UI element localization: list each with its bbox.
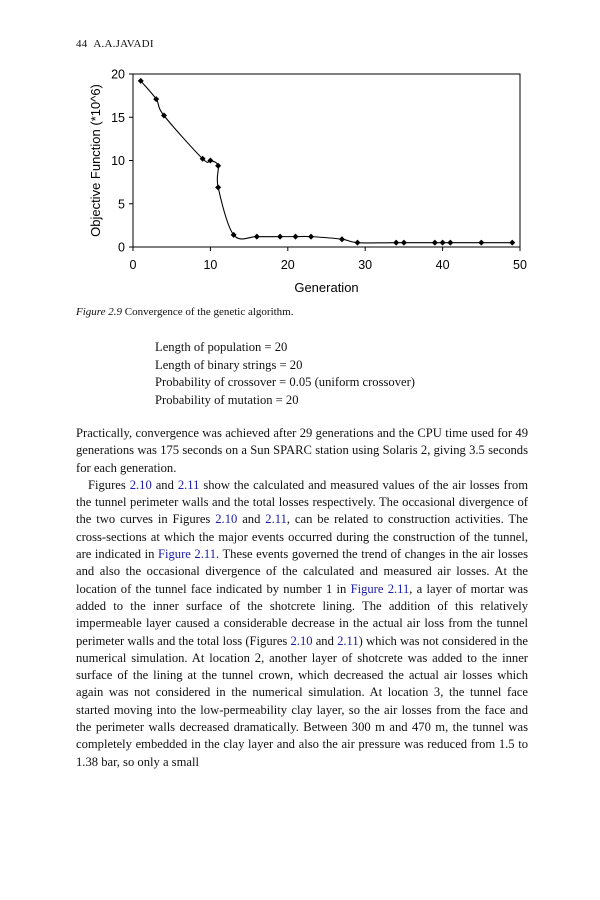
data-point bbox=[199, 155, 206, 162]
data-point bbox=[338, 236, 345, 243]
convergence-chart: 0 5 10 15 20 0 10 20 30 40 50 Generation Objective F… bbox=[88, 68, 527, 296]
data-point bbox=[277, 233, 284, 240]
x-axis-label: Generation bbox=[294, 280, 358, 295]
data-point bbox=[207, 157, 214, 164]
text-run: , can be related to construction activit… bbox=[76, 512, 528, 562]
figure-ref-2-10[interactable]: 2.10 bbox=[290, 633, 313, 648]
y-axis-label: Objective Function (*10^6) bbox=[88, 84, 103, 237]
figure-caption-text: Convergence of the genetic algorithm. bbox=[124, 306, 294, 318]
parameter-item: Length of binary strings = 20 bbox=[155, 357, 303, 372]
x-tick-label: 30 bbox=[358, 258, 372, 272]
x-tick-label: 20 bbox=[281, 258, 295, 272]
y-tick-label: 5 bbox=[118, 197, 125, 211]
page-number: 44 bbox=[76, 38, 88, 50]
text-run: and bbox=[155, 477, 174, 492]
body-text: Practically, convergence was achieved af… bbox=[76, 425, 528, 771]
figure-ref-2-11[interactable]: 2.11 bbox=[337, 633, 359, 648]
parameter-item: Probability of mutation = 20 bbox=[155, 392, 299, 407]
x-tick-label: 50 bbox=[513, 258, 527, 272]
data-point bbox=[153, 96, 160, 103]
x-tick-label: 0 bbox=[130, 258, 137, 272]
data-point bbox=[308, 233, 315, 240]
data-point bbox=[393, 239, 400, 246]
text-run: ) which was not considered in the numeri… bbox=[76, 633, 529, 769]
plot-frame bbox=[132, 73, 521, 248]
data-point bbox=[230, 231, 237, 238]
y-tick-label: 10 bbox=[111, 154, 125, 168]
data-point bbox=[215, 162, 222, 169]
figure-caption: Figure 2.9 Convergence of the genetic al… bbox=[76, 306, 294, 318]
y-tick-label: 15 bbox=[111, 111, 125, 125]
data-point bbox=[292, 233, 299, 240]
data-point bbox=[160, 112, 167, 119]
y-tick-label: 0 bbox=[118, 241, 125, 255]
text-run: Figures bbox=[88, 477, 126, 492]
paragraph-2: Figures 2.10 and 2.11 show the calculate… bbox=[76, 477, 528, 771]
figure-ref-figure-2-11[interactable]: Figure 2.11 bbox=[158, 547, 217, 562]
running-head-author: A.A.JAVADI bbox=[93, 38, 154, 50]
data-point bbox=[478, 239, 485, 246]
y-tick-label: 20 bbox=[111, 68, 125, 82]
parameter-list: Length of population = 20 Length of bina… bbox=[155, 339, 415, 409]
data-point bbox=[447, 239, 454, 246]
text-run: , a layer of mortar was added to the inn… bbox=[76, 581, 528, 648]
text-run: and bbox=[242, 512, 261, 527]
x-tick-label: 10 bbox=[203, 258, 217, 272]
series-line bbox=[140, 80, 513, 244]
data-point bbox=[439, 239, 446, 246]
text-run: show the calculated and measured values … bbox=[76, 477, 528, 527]
paragraph-1: Practically, convergence was achieved af… bbox=[76, 426, 528, 475]
data-point bbox=[354, 239, 361, 246]
figure-ref-2-11[interactable]: 2.11 bbox=[177, 477, 200, 492]
parameter-item: Probability of crossover = 0.05 (uniform… bbox=[155, 375, 415, 389]
data-point bbox=[509, 239, 516, 246]
data-point bbox=[400, 239, 407, 246]
data-point bbox=[137, 77, 144, 84]
parameter-item: Length of population = 20 bbox=[155, 340, 288, 354]
x-tick-label: 40 bbox=[436, 258, 450, 272]
text-run: . These events governed the trend of cha… bbox=[76, 547, 528, 596]
running-head: 44 A.A.JAVADI bbox=[76, 38, 154, 50]
figure-ref-2-10[interactable]: 2.10 bbox=[215, 512, 238, 527]
data-point bbox=[215, 184, 222, 191]
data-point bbox=[431, 239, 438, 246]
figure-ref-figure-2-11[interactable]: Figure 2.11 bbox=[350, 581, 410, 596]
figure-ref-2-11[interactable]: 2.11 bbox=[265, 512, 287, 527]
figure-ref-2-10[interactable]: 2.10 bbox=[129, 477, 152, 492]
text-run: and bbox=[315, 633, 334, 648]
data-point bbox=[253, 233, 260, 240]
figure-label: Figure 2.9 bbox=[76, 306, 123, 318]
